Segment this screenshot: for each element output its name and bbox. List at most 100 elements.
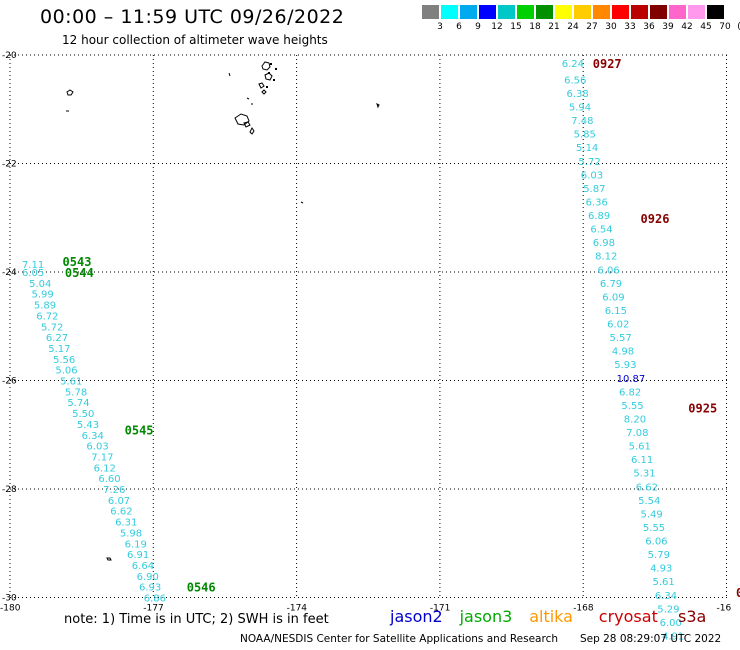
wave-height-value: 5.61 [629,442,651,453]
wave-height-value: 6.03 [86,442,108,453]
wave-height-value: 6.07 [108,496,130,507]
wave-height-value: 4.91 [662,631,684,642]
scale-label: 33 [624,22,636,32]
wave-height-value: 6.02 [607,320,629,331]
scale-label: 21 [548,22,560,32]
lon-tick-label: -177 [143,604,163,614]
lon-tick-label: -180 [0,604,21,614]
island-outline [261,61,271,71]
scale-swatch [536,5,553,19]
wave-height-value: 7.08 [626,428,648,439]
wave-height-value: 5.74 [67,398,89,409]
island-outlines [66,61,380,561]
island-outline [264,72,273,81]
island-outline [249,127,255,135]
scale-swatch [441,5,458,19]
lat-tick-label: -24 [2,268,17,278]
axis-labels: -20 -22 -24 -26 -28 -30-180 -177 -174 -171 -168 -1… [0,51,731,614]
scale-label: 9 [475,22,481,32]
island-outline [66,89,74,96]
wave-height-value: 4.93 [650,564,672,575]
lon-tick-label: -174 [287,604,308,614]
legend-cryosat: cryosat [598,607,658,626]
scale-swatch [707,5,724,19]
pass-time-label: 0925 [688,402,717,416]
wave-height-value: 6.24 [562,59,584,70]
island-outline [106,557,112,561]
wave-height-value: 7.11 [22,260,44,271]
wave-height-value: 5.29 [657,604,679,615]
wave-height-value: 6.06 [645,537,667,548]
wave-height-value: 5.54 [638,496,660,507]
wave-height-value: 6.60 [98,474,120,485]
wave-height-value: 5.04 [29,279,51,290]
lon-tick-label: -16 [717,604,732,614]
island-outline [273,79,275,81]
wave-height-value: 5.79 [648,550,670,561]
wave-height-value: 6.27 [46,333,68,344]
wave-height-value: 5.61 [60,377,82,388]
wave-height-value: 6.31 [115,518,137,529]
scale-label: 27 [586,22,598,32]
wave-height-value: 6.90 [137,572,159,583]
scale-swatch [460,5,477,19]
island-outline [261,89,267,95]
wave-height-value: 5.93 [614,360,636,371]
footer-timestamp: Sep 28 08:29:07 UTC 2022 [580,633,722,645]
wave-height-value: 7.26 [103,485,125,496]
island-outline [300,201,304,204]
wave-height-value: 6.62 [110,507,132,518]
pass-time-label: 0546 [187,581,216,595]
legend-s3a: s3a [678,607,707,626]
island-outline [258,82,265,89]
wave-height-value: 6.38 [566,89,588,100]
scale-swatch [479,5,496,19]
wave-height-value: 6.93 [139,583,161,594]
page-subtitle: 12 hour collection of altimeter wave hei… [62,33,328,47]
wave-height-value: 5.87 [583,184,605,195]
scale-label: 39 [662,22,674,32]
lat-tick-label: -22 [2,160,17,170]
wave-height-value: 5.14 [576,143,598,154]
island-outline [376,103,380,109]
wave-height-value: 7.17 [91,452,113,463]
wave-height-value: 5.99 [31,290,53,301]
wave-height-value: 6.91 [127,550,149,561]
lon-tick-label: -168 [573,604,594,614]
wave-height-value: 6.56 [564,75,586,86]
wave-height-value: 5.85 [574,130,596,141]
legend-altika: altika [529,607,573,626]
scale-label: 18 [529,22,541,32]
island-outline [270,63,272,65]
scale-swatch [688,5,705,19]
wave-height-value: 10.87 [617,374,646,385]
wave-height-value: 6.05 [22,268,44,279]
wave-height-value: 6.54 [590,225,612,236]
legend-jason2: jason2 [390,607,443,626]
wave-height-value: 6.03 [581,170,603,181]
wave-height-values: 7.116.055.045.995.896.725.726.275.175.56… [22,59,684,642]
wave-height-value: 5.49 [641,509,663,520]
wave-height-value: 5.61 [652,577,674,588]
scale-label: 42 [681,22,693,32]
scale-swatch [574,5,591,19]
wave-height-value: 5.31 [633,469,655,480]
wave-height-value: 5.78 [65,387,87,398]
map-grid [9,54,730,598]
wave-height-value: 6.34 [82,431,104,442]
footer-credit: NOAA/NESDIS Center for Satellite Applica… [240,633,558,645]
island-outline [246,97,250,100]
footer-note: note: 1) Time is in UTC; 2) SWH is in fe… [64,612,329,627]
island-outline [268,72,270,74]
lat-tick-label: -26 [2,377,17,387]
wave-height-value: 6.89 [588,211,610,222]
scale-label: 15 [510,22,522,32]
wave-height-value: 5.43 [77,420,99,431]
wave-height-value: 6.62 [636,482,658,493]
wave-height-value: 6.64 [132,561,154,572]
wave-height-value: 6.15 [605,306,627,317]
scale-label: 6 [456,22,462,32]
wave-height-value: 5.89 [34,301,56,312]
scale-label: (ft) [734,22,740,32]
